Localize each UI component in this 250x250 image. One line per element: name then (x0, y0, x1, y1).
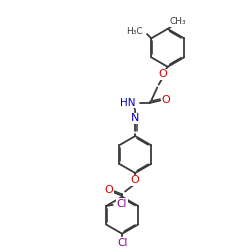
Text: O: O (105, 185, 114, 195)
Text: O: O (162, 95, 170, 105)
Text: HN: HN (120, 98, 136, 108)
Text: Cl: Cl (117, 238, 127, 248)
Text: O: O (158, 70, 167, 80)
Text: H₃C: H₃C (126, 27, 143, 36)
Text: O: O (131, 175, 140, 185)
Text: CH₃: CH₃ (169, 17, 186, 26)
Text: Cl: Cl (117, 199, 127, 209)
Text: N: N (131, 113, 140, 123)
